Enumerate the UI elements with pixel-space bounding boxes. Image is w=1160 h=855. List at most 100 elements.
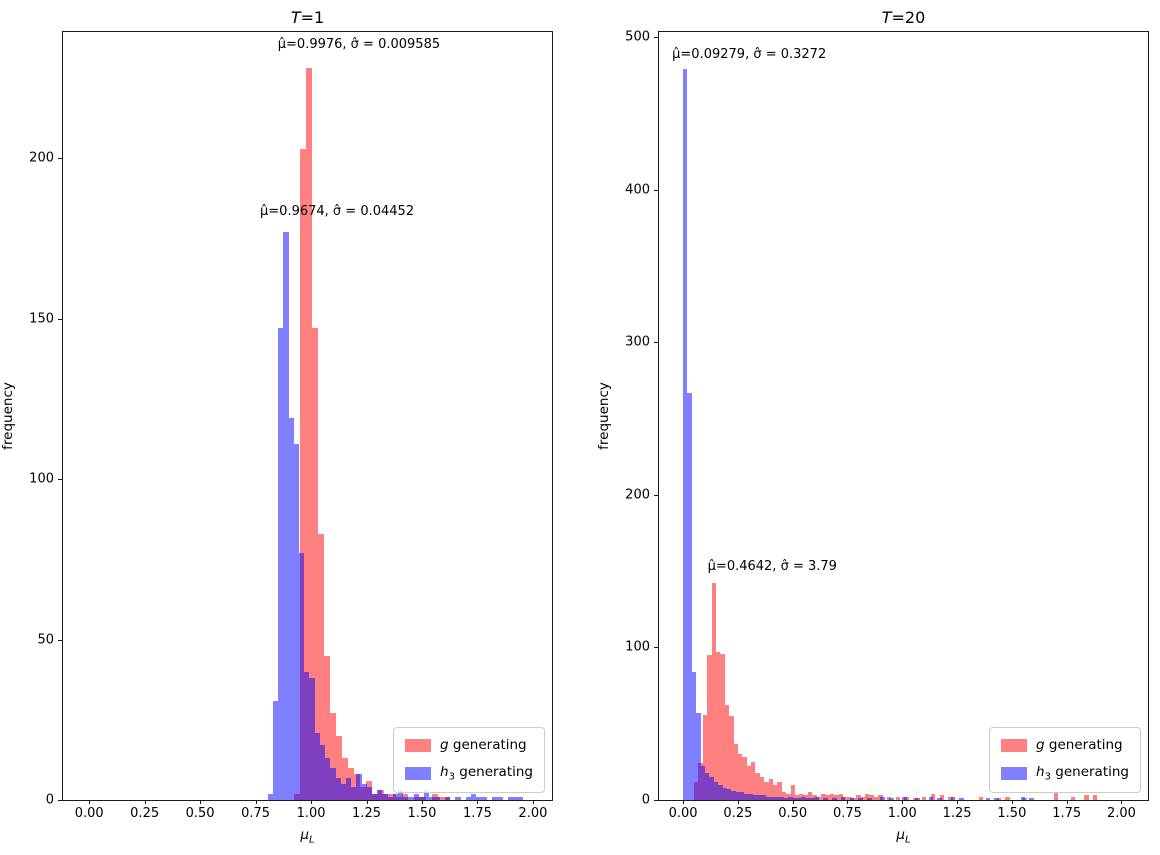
- histogram-bar: [803, 795, 809, 800]
- legend-label: g generating: [1036, 737, 1123, 756]
- histogram-bar: [513, 796, 519, 800]
- plot-title: T=1: [63, 8, 552, 27]
- histogram-bar: [849, 798, 855, 800]
- y-tick: [654, 342, 658, 344]
- histogram-bar: [288, 418, 294, 800]
- histogram-bar: [735, 792, 741, 800]
- x-tick: [1121, 800, 1123, 804]
- y-tick-label: 100: [29, 471, 54, 487]
- y-tick: [58, 318, 62, 320]
- x-tick-label: 0.00: [74, 806, 104, 821]
- histogram-bar: [928, 796, 933, 800]
- histogram-bar: [424, 790, 430, 800]
- histogram-bar: [722, 787, 727, 800]
- histogram-bar: [889, 798, 894, 800]
- histogram-bar: [309, 678, 315, 800]
- histogram-bar: [832, 798, 837, 800]
- histogram-bar: [843, 796, 848, 800]
- legend: g generating h3 generating: [989, 726, 1141, 793]
- histogram-bar: [880, 796, 885, 800]
- x-tick: [144, 800, 146, 804]
- y-axis-label: frequency: [596, 382, 612, 450]
- histogram-bar: [759, 777, 765, 800]
- histogram-bar: [840, 796, 846, 800]
- histogram-bar: [770, 796, 776, 800]
- x-tick: [847, 800, 849, 804]
- legend-sub: 3: [448, 772, 455, 783]
- histogram-bar: [476, 796, 482, 800]
- histogram-bar: [794, 795, 800, 800]
- histogram-bar: [757, 795, 762, 800]
- histogram-bar: [345, 777, 352, 800]
- histogram-bar: [518, 796, 524, 800]
- histogram-bar: [744, 793, 749, 800]
- histogram-bar: [777, 781, 782, 800]
- histogram-bar: [356, 774, 362, 800]
- legend-patch-red: [1001, 739, 1028, 753]
- histogram-bar: [314, 732, 320, 800]
- histogram-bar: [715, 652, 721, 800]
- x-tick-label: 0.00: [668, 806, 698, 821]
- histogram-bar: [351, 787, 357, 800]
- histogram-bar: [492, 796, 498, 800]
- histogram-bar: [700, 766, 706, 800]
- axes-left: T=1 frequency μL μ̂=0.9976, σ̂ = 0.00958…: [0, 8, 553, 846]
- histogram-bar: [895, 796, 901, 800]
- histogram-bar: [996, 798, 1001, 800]
- x-tick-label: 1.25: [352, 806, 381, 821]
- histogram-bar: [304, 671, 310, 800]
- histogram-bar: [471, 793, 477, 800]
- histogram-bar: [1005, 796, 1010, 800]
- histogram-bar: [336, 735, 343, 800]
- x-tick: [1066, 800, 1068, 804]
- x-tick: [255, 800, 257, 804]
- x-tick-label: 1.00: [296, 806, 326, 821]
- y-tick-label: 0: [45, 792, 54, 808]
- histogram-bar: [950, 796, 955, 800]
- legend-rest: generating: [1050, 764, 1129, 781]
- histogram-bar: [434, 796, 440, 800]
- histogram-bar: [937, 798, 942, 800]
- y-tick: [654, 800, 658, 801]
- x-tick: [737, 800, 739, 804]
- histogram-bar: [856, 795, 861, 800]
- x-tick: [366, 800, 368, 804]
- xlabel-subscript: L: [905, 834, 911, 846]
- legend-patch-blue: [1001, 767, 1028, 781]
- histogram-bar: [465, 796, 472, 800]
- histogram-bar: [838, 793, 844, 800]
- histogram-bar: [713, 781, 719, 800]
- histogram-bar: [398, 790, 404, 800]
- histogram-bar: [825, 795, 830, 800]
- x-tick-label: 0.50: [185, 806, 215, 821]
- x-tick-label: 1.25: [942, 806, 972, 821]
- histogram-bar: [720, 653, 725, 800]
- x-tick: [477, 800, 479, 804]
- y-tick-label: 200: [29, 150, 54, 166]
- x-tick: [532, 800, 534, 804]
- x-tick-label: 1.50: [407, 806, 437, 821]
- y-tick: [58, 800, 62, 801]
- histogram-bar: [902, 796, 907, 800]
- legend-rest: generating: [454, 764, 533, 781]
- stats-annotation: μ̂=0.4642, σ̂ = 3.79: [707, 559, 837, 575]
- y-tick: [654, 189, 658, 191]
- histogram-bar: [272, 700, 279, 800]
- histogram-bar: [267, 793, 273, 800]
- legend-label: g generating: [440, 737, 527, 756]
- histogram-bar: [764, 781, 769, 800]
- histogram-bar: [915, 798, 920, 800]
- histogram-bar: [1020, 796, 1026, 800]
- histogram-bar: [873, 796, 879, 800]
- title-variable: T: [290, 8, 301, 27]
- x-tick: [421, 800, 423, 804]
- histogram-bar: [959, 798, 964, 800]
- histogram-bar: [340, 783, 346, 800]
- legend-var: h: [440, 764, 449, 781]
- histogram-bar: [783, 798, 789, 800]
- histogram-bar: [382, 793, 388, 800]
- title-variable: T: [881, 8, 892, 27]
- histogram-bar: [878, 795, 883, 800]
- legend-patch-red: [405, 739, 432, 753]
